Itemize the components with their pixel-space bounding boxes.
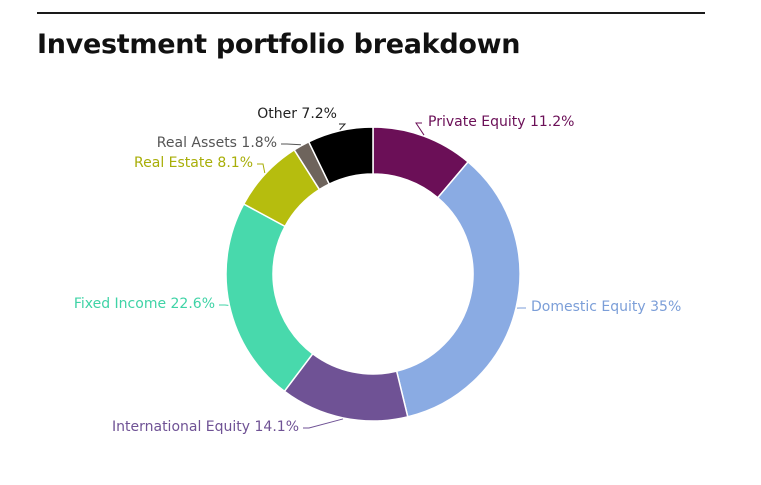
chart-title: Investment portfolio breakdown <box>37 29 521 60</box>
top-rule <box>37 12 705 14</box>
label-domestic-equity: Domestic Equity 35% <box>531 299 681 315</box>
leader-line-real-estate <box>257 163 266 174</box>
slice-other <box>307 126 374 186</box>
label-other: Other 7.2% <box>257 106 337 122</box>
leader-line-international-equity <box>303 418 344 429</box>
slice-domestic-equity <box>395 160 521 418</box>
label-fixed-income: Fixed Income 22.6% <box>74 296 215 312</box>
label-international-equity: International Equity 14.1% <box>112 419 299 435</box>
label-real-estate: Real Estate 8.1% <box>134 155 253 171</box>
donut-slices <box>225 126 521 422</box>
label-real-assets: Real Assets 1.8% <box>157 135 277 151</box>
label-private-equity: Private Equity 11.2% <box>428 114 574 130</box>
leader-line-real-assets <box>281 143 301 146</box>
leader-line-other <box>339 123 347 131</box>
slice-labels: Private Equity 11.2% Domestic Equity 35% I… <box>74 106 681 435</box>
leader-line-private-equity <box>415 122 425 136</box>
slice-fixed-income <box>225 202 314 393</box>
